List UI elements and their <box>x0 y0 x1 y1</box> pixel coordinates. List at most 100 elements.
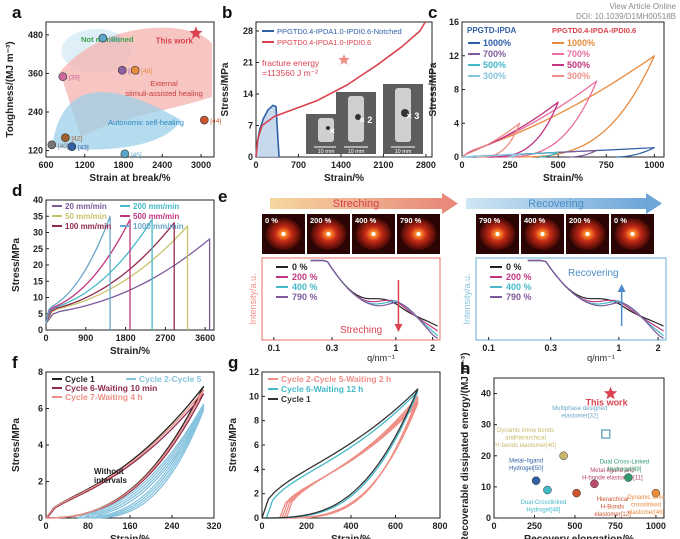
x-tick-label: 500 <box>551 160 566 170</box>
intensity-frame <box>475 257 667 341</box>
panel-h: h 0 250 500 750 1000 0 10 20 30 40 Recovery elongat… <box>460 353 666 539</box>
x-tick-label: 1 <box>393 343 398 353</box>
legend-title: PPGTD0.4-IPDA-IPDI0.6 <box>552 26 636 35</box>
x-tick-label: 320 <box>206 521 221 531</box>
y-axis-label: Toughness/(MJ m⁻³) <box>5 41 16 137</box>
data-point <box>590 479 599 489</box>
series-cycle-6 <box>265 390 419 519</box>
y-tick-label: 25 <box>33 244 43 254</box>
y-tick-label: 0 <box>38 513 43 523</box>
panel-letter-h: h <box>460 359 470 378</box>
y-tick-label: 10 <box>481 482 491 492</box>
data-point <box>200 115 209 125</box>
y-tick-label: 28 <box>243 26 253 36</box>
panel-g: g 0 200 400 600 800 0 2 4 6 8 10 12 Strain/% Stress/MP… <box>228 353 448 539</box>
x-axis-label: Strain/% <box>543 173 583 184</box>
saxs-label: 0 % <box>614 216 627 225</box>
x-tick-label: 0 <box>259 521 264 531</box>
x-axis-label: Strain/% <box>110 346 150 357</box>
plot-frame <box>45 21 215 158</box>
panel-letter-d: d <box>12 181 22 200</box>
annotation: intervals <box>94 476 127 485</box>
legend-label: 1000% <box>567 38 595 48</box>
y-tick-label: 4 <box>38 440 43 450</box>
point-this-work <box>189 26 203 39</box>
panel-letter-f: f <box>12 353 18 372</box>
x-tick-label: 1800 <box>116 333 136 343</box>
x-tick-label: 0 <box>253 160 258 170</box>
x-tick-label: 2400 <box>152 160 172 170</box>
x-tick-label: 600 <box>38 160 53 170</box>
intensity-curve <box>527 259 664 339</box>
series-unnotched <box>255 21 426 158</box>
y-tick-label: 40 <box>33 195 43 205</box>
point-label: elastomer[46] <box>628 510 665 516</box>
y-tick-label: 0 <box>248 152 253 162</box>
scalebar-label: 10 mm <box>348 149 365 155</box>
y-tick-label: 7 <box>248 121 253 131</box>
y-tick-label: 8 <box>254 416 259 426</box>
doi-text: DOI: 10.1039/D1MH00518B <box>575 12 676 21</box>
y-tick-label: 4 <box>454 118 459 128</box>
y-tick-label: 0 <box>38 325 43 335</box>
intensity-curve <box>310 259 438 332</box>
point-label: [48] <box>141 68 152 75</box>
legend-label: 400 % <box>506 282 532 292</box>
x-tick-label: 240 <box>164 521 179 531</box>
y-axis-label: Stress/MPa <box>428 62 439 116</box>
view-article-link[interactable]: View Article Online <box>609 2 676 11</box>
y-tick-label: 6 <box>38 404 43 414</box>
legend-label: 0 % <box>506 262 522 272</box>
legend-label: 1000% <box>483 38 511 48</box>
y-tick-label: 8 <box>454 85 459 95</box>
x-tick-label: 700 <box>291 160 306 170</box>
point-label: Dual-Crosslinked <box>521 500 567 506</box>
legend-label: 300% <box>483 71 506 81</box>
legend-label: 200 mm/min <box>133 202 179 211</box>
y-tick-label: 10 <box>249 391 259 401</box>
x-tick-label: 0 <box>459 160 464 170</box>
notch <box>326 126 330 130</box>
x-tick-label: 1400 <box>331 160 351 170</box>
legend-label: PPGTD0.4-IPDA1.0-IPDI0.6-Notched <box>277 27 402 36</box>
beamstop <box>630 232 635 236</box>
data-point <box>601 429 611 439</box>
series-cycle-2-5 <box>82 405 205 519</box>
y-tick-label: 120 <box>28 146 43 156</box>
x-axis-label: Strain/% <box>110 534 150 539</box>
y-tick-label: 0 <box>486 513 491 523</box>
y-tick-label: 2 <box>254 489 259 499</box>
panel-c: c 0 250 500 750 1000 0 4 8 12 16 Strain/% Stress/MPa… <box>428 3 665 184</box>
beamstop <box>585 232 590 236</box>
saxs-label: 790 % <box>400 216 422 225</box>
series-ipdi-700 <box>461 80 598 158</box>
point-label: [39] <box>69 75 80 82</box>
legend-label: 500 mm/min <box>133 212 179 221</box>
point-label: Dual Cross-Linked <box>600 460 649 466</box>
legend-label: 500% <box>483 60 506 70</box>
recover-arrow-head <box>646 193 662 214</box>
y-tick-label: 15 <box>33 276 43 286</box>
recover-title: Recovering <box>528 198 584 210</box>
point-label: Metal–ligand <box>509 459 543 465</box>
x-axis-label: Recovery elongation/% <box>524 534 634 539</box>
point-label: andhierarchical <box>505 435 546 441</box>
point-label: H-bonde elastomer[11] <box>582 475 643 481</box>
data-point <box>61 133 70 143</box>
stretch-title: Streching <box>333 198 379 210</box>
legend-label: 50 mm/min <box>65 212 107 221</box>
y-tick-label: 35 <box>33 211 43 221</box>
x-tick-label: 400 <box>343 521 358 531</box>
y-tick-label: 14 <box>243 89 253 99</box>
trend-arrow-head <box>394 324 403 332</box>
point-label: [45] <box>131 152 142 159</box>
legend-label: 100 mm/min <box>65 222 111 231</box>
saxs-label: 200 % <box>310 216 332 225</box>
beamstop <box>495 232 500 236</box>
y-tick-label: 360 <box>28 68 43 78</box>
y-tick-label: 21 <box>243 58 253 68</box>
beamstop <box>371 232 376 236</box>
saxs-label: 0 % <box>265 216 278 225</box>
data-point <box>117 65 127 75</box>
